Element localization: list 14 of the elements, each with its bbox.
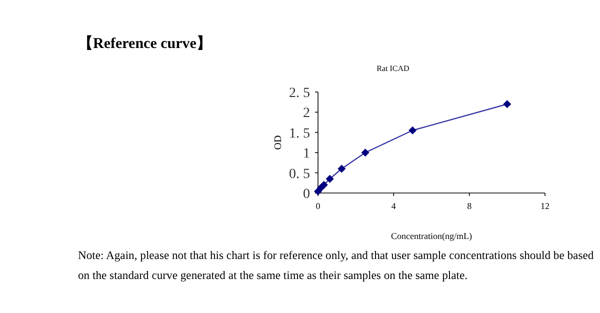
x-tick-label: 8 [467,201,472,211]
x-tick-label: 12 [540,201,550,211]
y-tick-label: 2. 5 [289,86,310,101]
y-tick-label: 2 [303,106,310,122]
text: Note: Again, please not that his chart is for reference only, and that user sample concentrations should be based on the standard curve generated at the same time as their samples on the same plate. [78,248,595,284]
y-tick-label: 0. 5 [289,166,310,182]
x-axis-title: Concentration(ng/mL) [391,231,472,241]
y-axis-title: OD [273,135,284,150]
text: 【Reference curve】 [78,34,212,53]
x-tick-label: 0 [316,201,321,211]
y-tick-label: 1 [303,146,310,162]
chart-subtitle: Rat ICAD [376,64,410,73]
y-tick-label: 1. 5 [289,126,310,142]
x-tick-label: 4 [391,201,396,211]
